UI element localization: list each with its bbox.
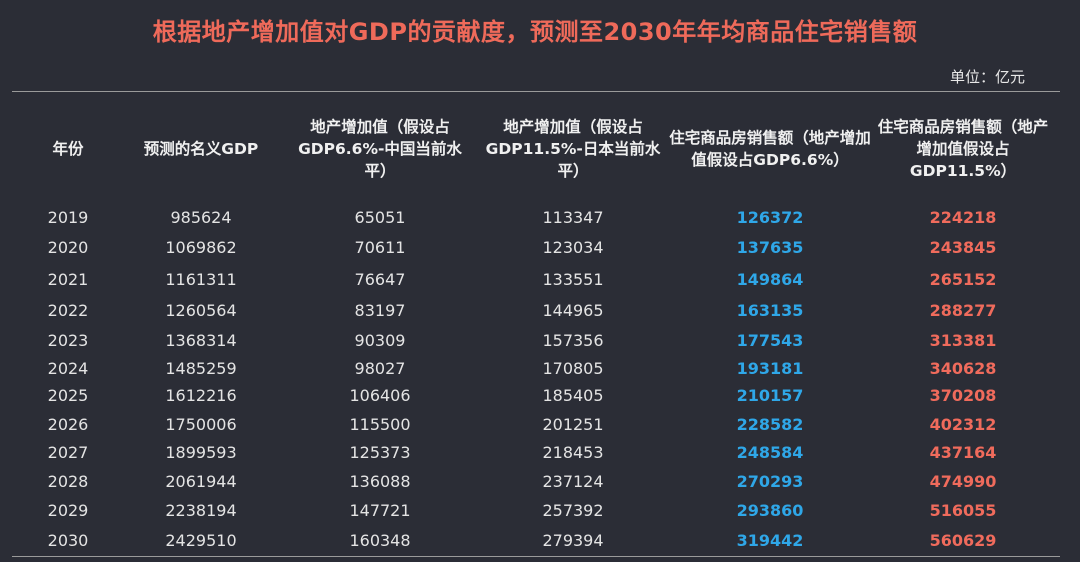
value-added-japan-cell: 133551: [542, 270, 604, 289]
sales-6-6-cell: 126372: [736, 208, 804, 227]
sales-11-5-cell: 340628: [929, 359, 997, 378]
table-bottom-rule: [12, 556, 1060, 557]
sales-11-5-cell: 313381: [929, 331, 997, 350]
nominal-gdp-cell: 1750006: [165, 415, 237, 434]
value-added-japan-cell: 170805: [542, 359, 604, 378]
sales-6-6-cell: 163135: [736, 301, 804, 320]
header-sales-11-5: 住宅商品房销售额（地产增加值假设占GDP11.5%）: [877, 118, 1049, 180]
year-cell: 2023: [47, 331, 89, 350]
table-row: 2029 2238194 147721 257392 293860 516055: [0, 497, 1080, 525]
sales-6-6-cell: 210157: [736, 386, 804, 405]
nominal-gdp-cell: 985624: [170, 208, 232, 227]
sales-6-6-cell: 137635: [736, 238, 804, 257]
header-sales-6-6: 住宅商品房销售额（地产增加值假设占GDP6.6%）: [669, 129, 871, 169]
sales-11-5-cell: 243845: [929, 238, 997, 257]
year-cell: 2029: [47, 501, 89, 520]
value-added-china-cell: 106406: [349, 386, 411, 405]
year-cell: 2025: [47, 386, 89, 405]
sales-6-6-cell: 319442: [736, 531, 804, 550]
value-added-japan-cell: 237124: [542, 472, 604, 491]
table-row: 2019 985624 65051 113347 126372 224218: [0, 204, 1080, 232]
value-added-china-cell: 65051: [354, 208, 406, 227]
value-added-japan-cell: 218453: [542, 443, 604, 462]
value-added-china-cell: 83197: [354, 301, 406, 320]
table-header: 年份 预测的名义GDP 地产增加值（假设占GDP6.6%-中国当前水平） 地产增…: [0, 114, 1080, 184]
value-added-japan-cell: 123034: [542, 238, 604, 257]
table-row: 2020 1069862 70611 123034 137635 243845: [0, 234, 1080, 262]
sales-11-5-cell: 474990: [929, 472, 997, 491]
value-added-china-cell: 76647: [354, 270, 406, 289]
table-top-rule: [12, 91, 1060, 92]
header-value-added-china: 地产增加值（假设占GDP6.6%-中国当前水平）: [298, 118, 462, 180]
sales-6-6-cell: 228582: [736, 415, 804, 434]
value-added-china-cell: 125373: [349, 443, 411, 462]
year-cell: 2022: [47, 301, 89, 320]
table-row: 2025 1612216 106406 185405 210157 370208: [0, 382, 1080, 410]
year-cell: 2028: [47, 472, 89, 491]
sales-6-6-cell: 177543: [736, 331, 804, 350]
sales-11-5-cell: 288277: [929, 301, 997, 320]
year-cell: 2019: [47, 208, 89, 227]
value-added-japan-cell: 113347: [542, 208, 604, 227]
year-cell: 2020: [47, 238, 89, 257]
sales-11-5-cell: 516055: [929, 501, 997, 520]
sales-6-6-cell: 270293: [736, 472, 804, 491]
year-cell: 2021: [47, 270, 89, 289]
value-added-japan-cell: 144965: [542, 301, 604, 320]
table-row: 2026 1750006 115500 201251 228582 402312: [0, 411, 1080, 439]
value-added-japan-cell: 201251: [542, 415, 604, 434]
nominal-gdp-cell: 1069862: [165, 238, 237, 257]
year-cell: 2027: [47, 443, 89, 462]
sales-11-5-cell: 265152: [929, 270, 997, 289]
nominal-gdp-cell: 1161311: [165, 270, 237, 289]
table-row: 2024 1485259 98027 170805 193181 340628: [0, 355, 1080, 383]
value-added-japan-cell: 279394: [542, 531, 604, 550]
nominal-gdp-cell: 1612216: [165, 386, 237, 405]
page-title: 根据地产增加值对GDP的贡献度，预测至2030年年均商品住宅销售额: [152, 18, 918, 46]
nominal-gdp-cell: 2238194: [165, 501, 237, 520]
table-row: 2027 1899593 125373 218453 248584 437164: [0, 439, 1080, 467]
value-added-china-cell: 70611: [354, 238, 406, 257]
table-row: 2022 1260564 83197 144965 163135 288277: [0, 297, 1080, 325]
sales-6-6-cell: 149864: [736, 270, 804, 289]
sales-6-6-cell: 193181: [736, 359, 804, 378]
sales-11-5-cell: 560629: [929, 531, 997, 550]
header-nominal-gdp: 预测的名义GDP: [143, 140, 259, 158]
table-row: 2023 1368314 90309 157356 177543 313381: [0, 327, 1080, 355]
value-added-china-cell: 115500: [349, 415, 411, 434]
value-added-china-cell: 98027: [354, 359, 406, 378]
sales-6-6-cell: 293860: [736, 501, 804, 520]
table-row: 2028 2061944 136088 237124 270293 474990: [0, 468, 1080, 496]
header-value-added-japan: 地产增加值（假设占GDP11.5%-日本当前水平）: [485, 118, 661, 180]
table-row: 2030 2429510 160348 279394 319442 560629: [0, 527, 1080, 555]
unit-label: 单位：亿元: [949, 68, 1025, 86]
value-added-japan-cell: 257392: [542, 501, 604, 520]
header-year: 年份: [52, 140, 84, 158]
year-cell: 2026: [47, 415, 89, 434]
value-added-japan-cell: 157356: [542, 331, 604, 350]
nominal-gdp-cell: 1368314: [165, 331, 237, 350]
value-added-china-cell: 136088: [349, 472, 411, 491]
table-row: 2021 1161311 76647 133551 149864 265152: [0, 266, 1080, 294]
value-added-china-cell: 147721: [349, 501, 411, 520]
value-added-china-cell: 90309: [354, 331, 406, 350]
nominal-gdp-cell: 1485259: [165, 359, 237, 378]
nominal-gdp-cell: 2061944: [165, 472, 237, 491]
year-cell: 2024: [47, 359, 89, 378]
nominal-gdp-cell: 1899593: [165, 443, 237, 462]
nominal-gdp-cell: 2429510: [165, 531, 237, 550]
sales-11-5-cell: 437164: [929, 443, 997, 462]
value-added-china-cell: 160348: [349, 531, 411, 550]
year-cell: 2030: [47, 531, 89, 550]
sales-11-5-cell: 402312: [929, 415, 997, 434]
sales-6-6-cell: 248584: [736, 443, 804, 462]
nominal-gdp-cell: 1260564: [165, 301, 237, 320]
sales-11-5-cell: 224218: [929, 208, 997, 227]
sales-11-5-cell: 370208: [929, 386, 997, 405]
value-added-japan-cell: 185405: [542, 386, 604, 405]
